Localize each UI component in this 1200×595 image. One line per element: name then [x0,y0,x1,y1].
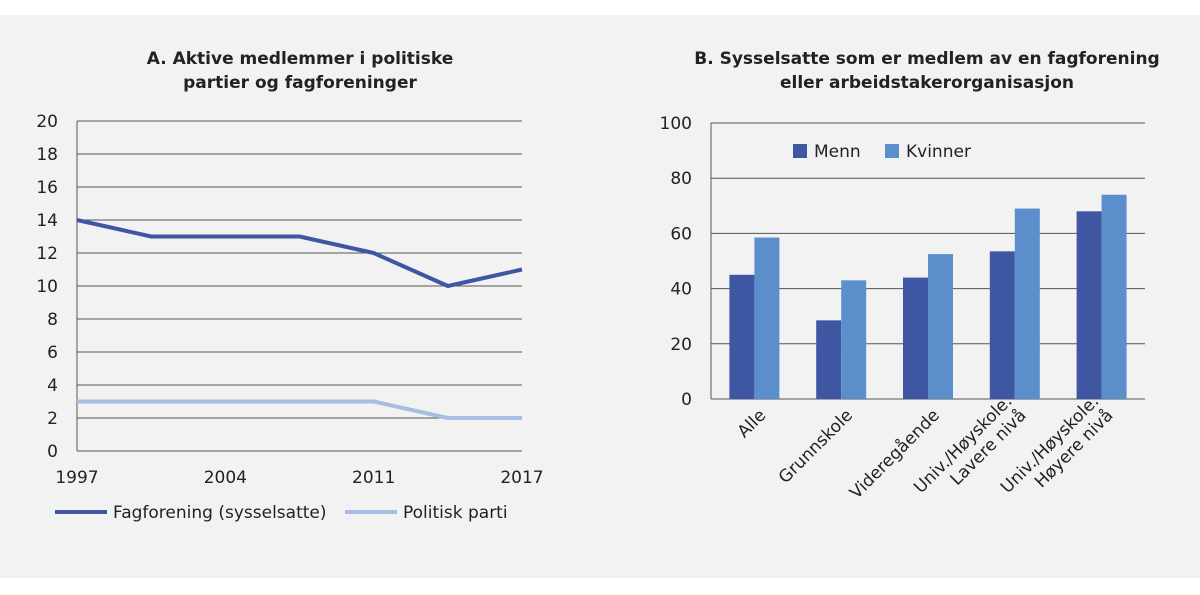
series-line-politisk-parti [77,399,522,420]
bar-kvinner [841,280,867,399]
chart-a-title: partier og fagforeninger [183,73,417,93]
bar-menn [1076,211,1102,399]
legend-swatch [885,144,899,158]
x-category-label: Grunnskole [775,406,857,488]
y-tick-label: 20 [36,112,58,132]
x-tick-label: 2004 [204,468,247,488]
bar-menn [989,251,1015,399]
x-tick-label: 2017 [500,468,543,488]
y-tick-label: 100 [660,114,692,134]
chart-b-title: B. Sysselsatte som er medlem av en fagfo… [694,49,1159,69]
bar-kvinner [1101,194,1127,399]
legend-label: Kvinner [906,142,971,162]
legend-label: Menn [814,142,861,162]
y-tick-label: 6 [47,343,58,363]
bar-kvinner [754,237,780,399]
x-category-label-line: Alle [734,406,770,442]
legend-label: Fagforening (sysselsatte) [113,503,327,523]
bar-kvinner [928,254,953,399]
legend-label: Politisk parti [403,503,508,523]
legend-swatch [793,144,807,158]
y-tick-label: 16 [36,178,58,198]
bar-menn [903,277,928,399]
y-tick-label: 8 [47,310,58,330]
y-tick-label: 12 [36,244,58,264]
y-tick-label: 20 [670,335,692,355]
x-category-label: Alle [734,406,770,442]
y-tick-label: 40 [670,280,692,300]
x-tick-label: 2011 [352,468,395,488]
y-tick-label: 18 [36,145,58,165]
y-tick-label: 60 [670,224,692,244]
series-line-fagforening [76,218,523,288]
chart-b-title: eller arbeidstakerorganisasjon [780,73,1074,93]
y-tick-label: 0 [681,390,692,410]
y-tick-label: 80 [670,169,692,189]
y-tick-label: 4 [47,376,58,396]
bar-menn [729,274,755,399]
x-tick-label: 1997 [55,468,98,488]
bar-kvinner [1014,208,1040,399]
chart-a-title: A. Aktive medlemmer i politiske [147,49,454,69]
y-tick-label: 14 [36,211,58,231]
x-category-label-line: Grunnskole [775,406,857,488]
bar-menn [816,320,842,399]
y-tick-label: 10 [36,277,58,297]
y-tick-label: 0 [47,442,58,462]
y-tick-label: 2 [47,409,58,429]
